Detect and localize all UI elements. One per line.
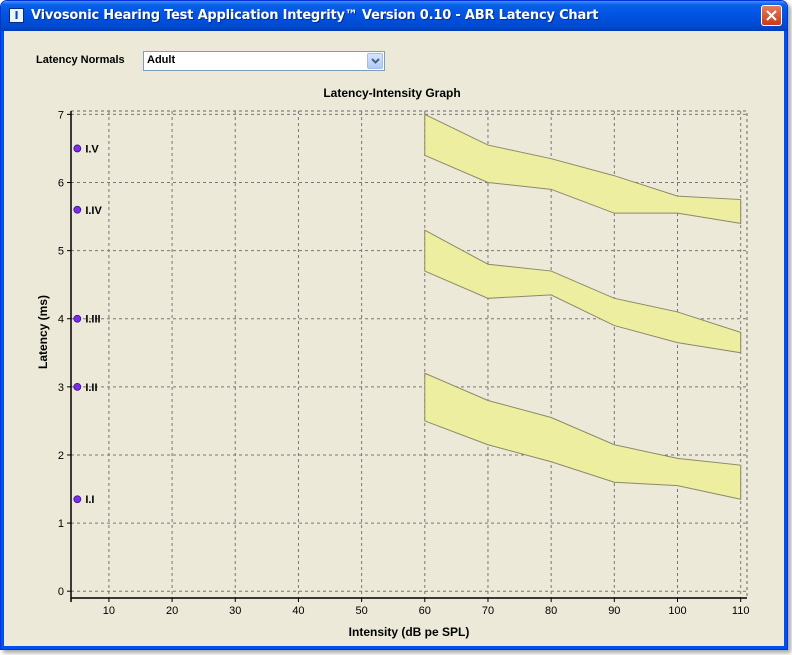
y-tick-label: 1 bbox=[58, 518, 64, 530]
dropdown-button[interactable] bbox=[367, 53, 383, 69]
x-tick-label: 80 bbox=[545, 605, 557, 617]
latency-normals-label: Latency Normals bbox=[36, 54, 125, 66]
latency-normals-value: Adult bbox=[147, 54, 176, 66]
grid bbox=[70, 110, 748, 599]
y-tick-label: 5 bbox=[58, 246, 64, 258]
x-tick-label: 100 bbox=[668, 605, 686, 617]
latency-intensity-chart: Latency-Intensity Graph 10 20 30 40 50 60 70 80… bbox=[36, 86, 750, 639]
y-tick-label: 4 bbox=[58, 314, 64, 326]
wave-marker-label: I.IV bbox=[85, 205, 102, 217]
window-frame-bottom bbox=[1, 646, 787, 649]
x-tick-label: 50 bbox=[355, 605, 367, 617]
wave-marker-label: I.II bbox=[85, 382, 97, 394]
x-tick-label: 30 bbox=[229, 605, 241, 617]
latency-bands bbox=[424, 113, 742, 500]
y-tick-label: 0 bbox=[58, 586, 64, 598]
latency-band-3 bbox=[424, 372, 742, 500]
title-bar[interactable]: I Vivosonic Hearing Test Application Int… bbox=[1, 1, 787, 31]
axes: 10 20 30 40 50 60 70 80 90 100 110 0 1 2 3 4 5 6 7 bbox=[58, 109, 750, 617]
close-icon bbox=[766, 10, 777, 21]
wave-marker-label: I.III bbox=[85, 314, 100, 326]
y-tick-label: 3 bbox=[58, 382, 64, 394]
x-tick-label: 10 bbox=[103, 605, 115, 617]
x-tick-label: 60 bbox=[419, 605, 431, 617]
x-tick-label: 110 bbox=[732, 605, 750, 617]
app-icon: I bbox=[9, 8, 24, 23]
wave-marker-label: I.V bbox=[85, 143, 99, 155]
latency-normals-select[interactable]: Adult bbox=[143, 51, 385, 71]
window-frame-left bbox=[1, 31, 4, 649]
chart-title: Latency-Intensity Graph bbox=[323, 86, 460, 100]
wave-marker bbox=[73, 144, 82, 153]
latency-band-1 bbox=[424, 113, 742, 224]
x-tick-label: 40 bbox=[292, 605, 304, 617]
latency-band-2 bbox=[424, 229, 742, 354]
x-tick-label: 70 bbox=[482, 605, 494, 617]
chevron-down-icon bbox=[371, 58, 380, 64]
window-frame-right bbox=[784, 31, 787, 649]
wave-marker bbox=[73, 314, 82, 323]
wave-marker-label: I.I bbox=[85, 494, 94, 506]
x-axis-label: Intensity (dB pe SPL) bbox=[349, 625, 470, 639]
y-tick-label: 7 bbox=[58, 109, 64, 121]
y-tick-label: 6 bbox=[58, 178, 64, 190]
y-axis-label: Latency (ms) bbox=[36, 295, 50, 369]
window-title: Vivosonic Hearing Test Application Integ… bbox=[31, 8, 599, 23]
wave-markers: I.V I.IV I.III I.II I.I bbox=[73, 143, 102, 506]
wave-marker bbox=[73, 382, 82, 391]
x-tick-label: 90 bbox=[608, 605, 620, 617]
y-tick-label: 2 bbox=[58, 450, 64, 462]
x-tick-label: 20 bbox=[166, 605, 178, 617]
wave-marker bbox=[73, 205, 82, 214]
wave-marker bbox=[73, 495, 82, 504]
close-button[interactable] bbox=[761, 5, 782, 26]
